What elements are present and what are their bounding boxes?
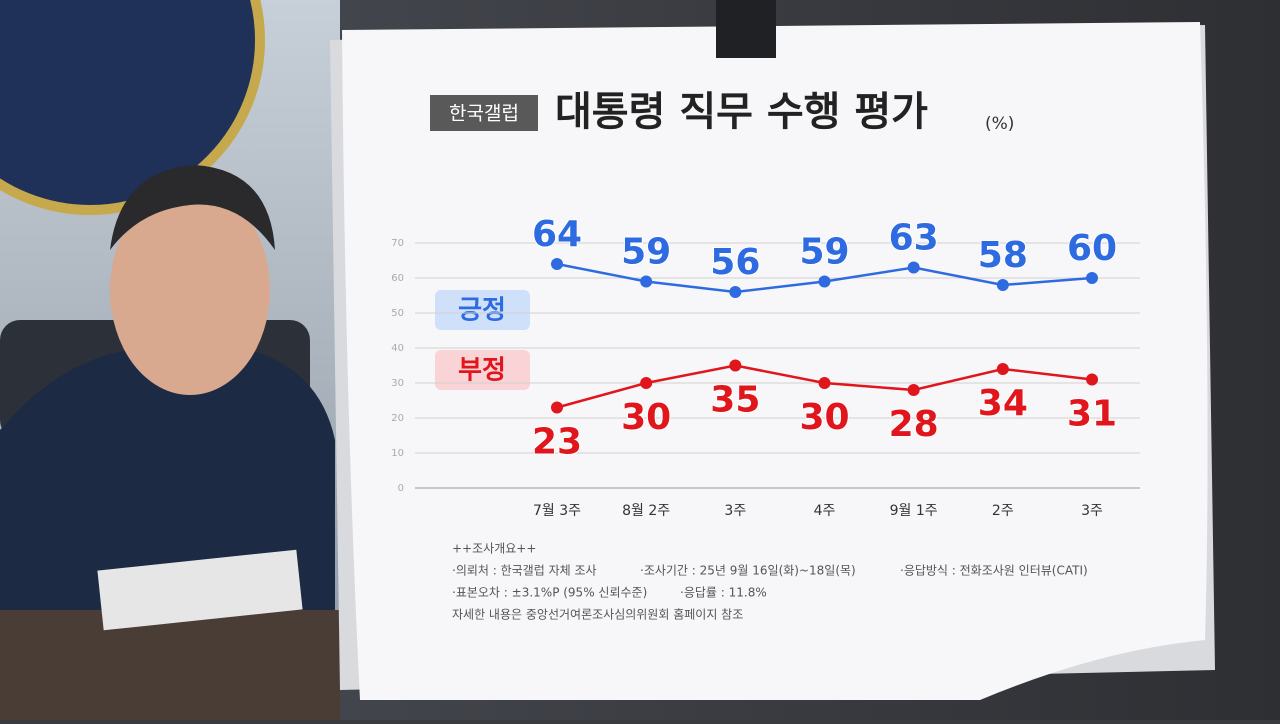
- y-tick-label: 60: [391, 273, 404, 284]
- point: [1086, 272, 1098, 284]
- value-label: 59: [799, 232, 849, 273]
- emblem: [0, 0, 265, 215]
- source: 한국갤럽: [449, 103, 519, 125]
- x-tick-label: 3주: [724, 503, 746, 519]
- value-label: 23: [532, 422, 582, 463]
- value-label: 56: [710, 242, 760, 283]
- face: [110, 185, 270, 395]
- x-tick-label: 2주: [992, 503, 1014, 519]
- value-label: 58: [978, 235, 1028, 276]
- note: ·의뢰처 : 한국갤럽 자체 조사: [452, 564, 597, 578]
- note: ·조사기간 : 25년 9월 16일(화)~18일(목): [640, 564, 856, 578]
- desk: [0, 610, 340, 720]
- point: [640, 377, 653, 389]
- hair: [110, 165, 275, 250]
- point: [551, 401, 563, 414]
- note: ·표본오차 : ±3.1%P (95% 신뢰수준): [452, 586, 647, 600]
- y-tick-label: 0: [398, 483, 404, 494]
- point: [996, 363, 1009, 375]
- x-tick-label: 3주: [1081, 503, 1103, 519]
- x-tick-label: 9월 1주: [890, 503, 938, 519]
- legend-box: [435, 350, 530, 390]
- value-label: 30: [799, 397, 849, 438]
- papers: [97, 549, 303, 631]
- legend-label: 긍정: [458, 296, 506, 326]
- value-label: 60: [1067, 228, 1117, 269]
- point: [1086, 373, 1098, 386]
- value-label: 28: [889, 404, 939, 445]
- y-tick-label: 30: [391, 378, 404, 389]
- y-tick-label: 50: [391, 308, 404, 319]
- value-label: 35: [710, 380, 760, 421]
- plot: 0 10 20 30 40 50 60 70 7월 3주 8월 2주 3주 4주 9월 1주 2주 3주 64…: [391, 213, 1140, 519]
- source-badge: [430, 95, 538, 131]
- paper: [342, 22, 1208, 700]
- point: [640, 275, 653, 288]
- value-label: 59: [621, 232, 671, 273]
- value-label: 31: [1067, 394, 1117, 435]
- note: ·응답방식 : 전화조사원 인터뷰(CATI): [900, 564, 1088, 578]
- y-tick-label: 70: [391, 238, 404, 249]
- y-tick-label: 40: [391, 343, 404, 354]
- notes: ++조사개요++ ·의뢰처 : 한국갤럽 자체 조사 ·조사기간 : 25년 9월 …: [452, 542, 1088, 622]
- x-tick-label: 4주: [814, 503, 836, 519]
- point: [907, 261, 920, 274]
- value-label: 34: [978, 383, 1028, 424]
- point: [551, 258, 563, 270]
- point: [907, 384, 920, 396]
- note: 자세한 내용은 중앙선거여론조사심의위원회 홈페이지 참조: [452, 608, 743, 622]
- value-label: 63: [889, 218, 939, 259]
- y-tick-label: 10: [391, 448, 404, 459]
- chart-title: 대통령 직무 수행 평가: [555, 89, 928, 135]
- x-tick-label: 8월 2주: [622, 503, 670, 519]
- note: ·응답률 : 11.8%: [680, 586, 767, 600]
- value-label: 30: [621, 397, 671, 438]
- value-label: 64: [532, 214, 582, 255]
- point: [729, 286, 742, 298]
- y-tick-label: 20: [391, 413, 404, 424]
- clip: [716, 0, 776, 58]
- note: ++조사개요++: [452, 542, 536, 556]
- legend-box: [435, 290, 530, 330]
- legend-label: 부정: [458, 356, 506, 386]
- point: [818, 377, 831, 389]
- x-tick-label: 7월 3주: [533, 503, 581, 519]
- point: [729, 359, 742, 372]
- unit: (%): [985, 114, 1014, 134]
- point: [818, 275, 831, 288]
- point: [996, 279, 1009, 291]
